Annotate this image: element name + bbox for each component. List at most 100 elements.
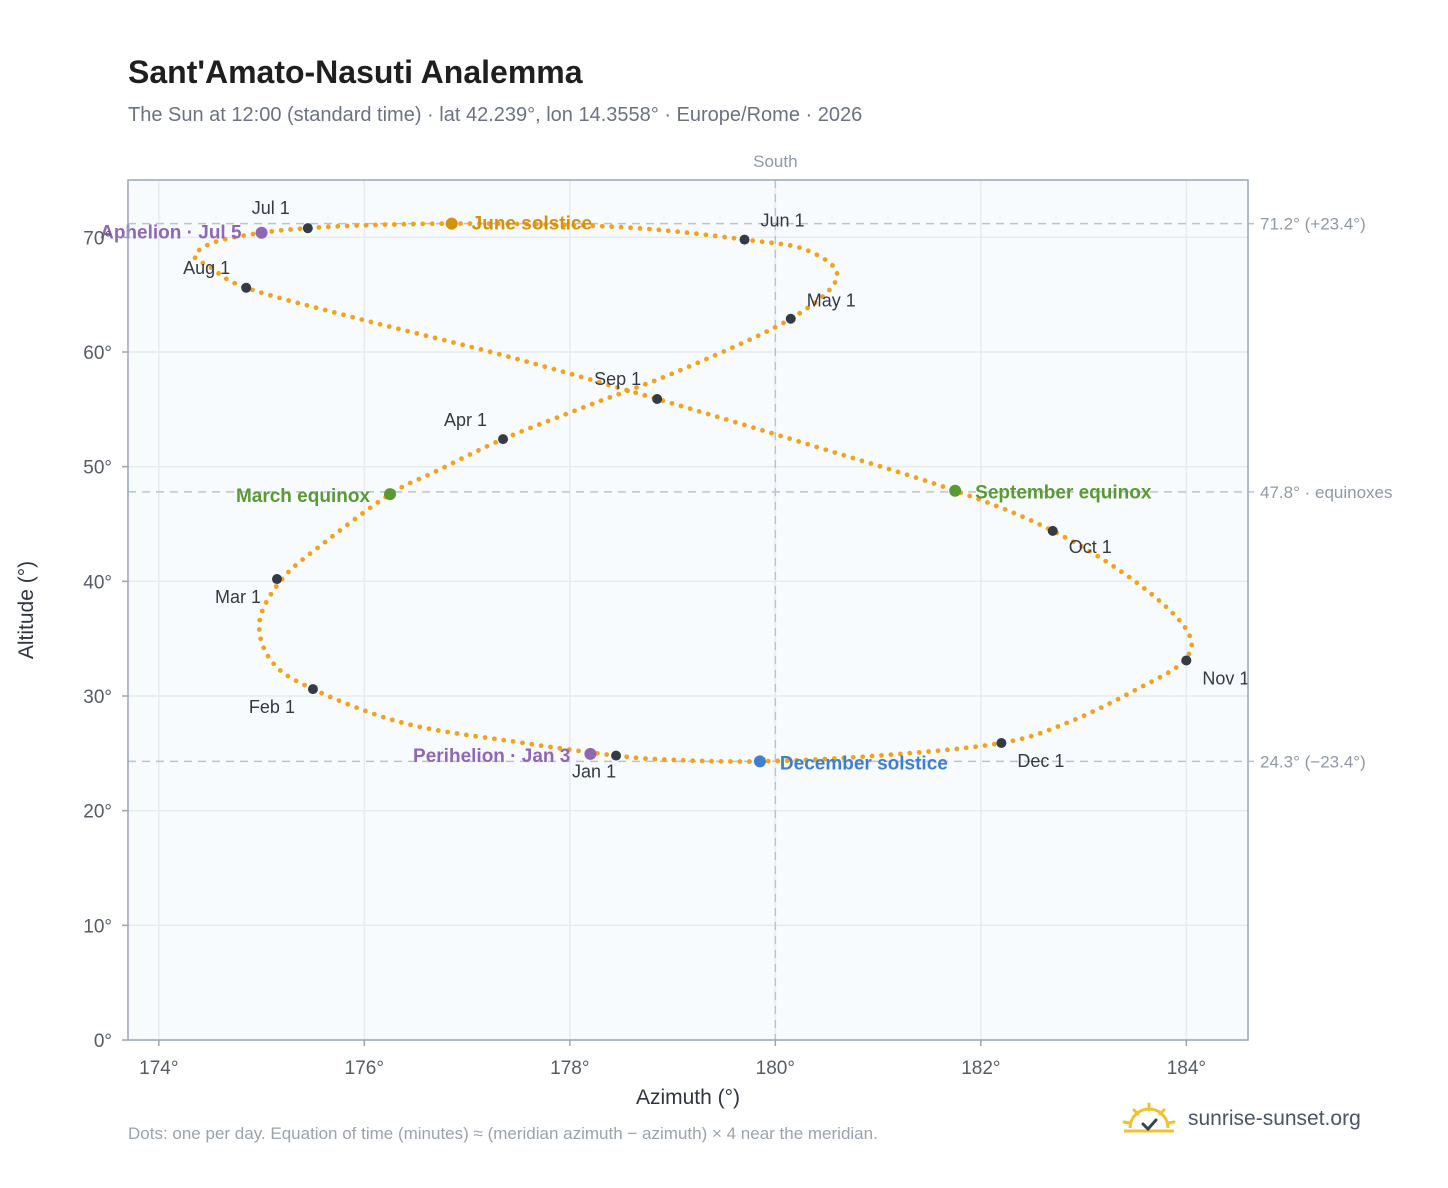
daily-dot bbox=[528, 425, 533, 431]
daily-dot bbox=[216, 271, 221, 276]
daily-dot bbox=[524, 221, 530, 227]
daily-dot bbox=[712, 233, 718, 239]
month-marker bbox=[498, 434, 509, 445]
daily-dot bbox=[1115, 696, 1121, 702]
daily-dot bbox=[976, 496, 981, 502]
daily-dot bbox=[363, 222, 369, 228]
daily-dot bbox=[505, 354, 511, 360]
daily-dot bbox=[382, 222, 388, 228]
daily-dot bbox=[787, 243, 793, 248]
daily-dot bbox=[741, 422, 747, 428]
daily-dot bbox=[460, 342, 466, 348]
daily-dot bbox=[888, 752, 894, 758]
daily-dot bbox=[765, 758, 771, 764]
daily-dot bbox=[360, 511, 365, 516]
daily-dot bbox=[1062, 534, 1068, 540]
daily-dot bbox=[286, 569, 291, 575]
daily-dot bbox=[812, 300, 818, 305]
daily-dot bbox=[822, 257, 828, 262]
month-label: Nov 1 bbox=[1202, 668, 1249, 688]
daily-dot bbox=[566, 747, 572, 753]
daily-dot bbox=[678, 403, 684, 409]
daily-dot bbox=[886, 466, 892, 472]
daily-dot bbox=[408, 722, 413, 728]
daily-dot bbox=[775, 758, 781, 764]
daily-dot bbox=[505, 221, 511, 227]
daily-dot bbox=[327, 694, 333, 700]
daily-dot bbox=[441, 337, 447, 343]
daily-dot bbox=[634, 385, 639, 390]
daily-dot bbox=[491, 736, 497, 742]
daily-dot bbox=[259, 608, 265, 614]
daily-dot bbox=[940, 484, 946, 489]
daily-dot bbox=[313, 305, 319, 311]
y-tick-label: 40° bbox=[83, 572, 112, 593]
daily-dot bbox=[680, 757, 686, 763]
month-label: Aug 1 bbox=[183, 258, 230, 278]
x-tick-label: 176° bbox=[345, 1058, 384, 1079]
daily-dot bbox=[1064, 720, 1070, 726]
daily-dot bbox=[1156, 597, 1162, 603]
daily-dot bbox=[1095, 553, 1101, 559]
daily-dot bbox=[297, 226, 303, 232]
x-axis-label: Azimuth (°) bbox=[636, 1086, 740, 1109]
daily-dot bbox=[560, 369, 566, 375]
daily-dot bbox=[510, 432, 516, 438]
daily-dot bbox=[256, 627, 262, 632]
daily-dot bbox=[794, 757, 799, 763]
daily-dot bbox=[396, 326, 401, 332]
daily-dot bbox=[954, 746, 960, 752]
daily-dot bbox=[814, 252, 820, 258]
event-marker bbox=[753, 755, 766, 768]
daily-dot bbox=[578, 374, 584, 380]
daily-dot bbox=[277, 668, 283, 673]
daily-dot bbox=[322, 539, 328, 545]
daily-dot bbox=[656, 227, 662, 233]
daily-dot bbox=[316, 225, 322, 230]
daily-dot bbox=[1011, 510, 1017, 516]
daily-dot bbox=[571, 222, 577, 228]
daily-dot bbox=[454, 731, 460, 736]
daily-dot bbox=[319, 690, 325, 696]
daily-dot bbox=[258, 290, 264, 296]
x-tick-label: 178° bbox=[550, 1058, 589, 1079]
daily-dot bbox=[1124, 692, 1129, 698]
brand-logo[interactable]: sunrise-sunset.org bbox=[1120, 1102, 1361, 1136]
daily-dot bbox=[945, 747, 950, 753]
daily-dot bbox=[302, 682, 307, 688]
daily-dot bbox=[277, 295, 282, 301]
event-marker bbox=[384, 488, 397, 501]
daily-dot bbox=[380, 714, 386, 720]
x-tick-label: 184° bbox=[1167, 1058, 1206, 1079]
chart-subtitle: The Sun at 12:00 (standard time) · lat 4… bbox=[128, 104, 863, 126]
daily-dot bbox=[486, 221, 492, 227]
month-marker bbox=[785, 313, 796, 324]
daily-dot bbox=[963, 745, 969, 751]
month-label: Jun 1 bbox=[761, 211, 805, 231]
daily-dot bbox=[458, 221, 463, 226]
daily-dot bbox=[665, 228, 671, 234]
daily-dot bbox=[467, 452, 473, 457]
daily-dot bbox=[1046, 727, 1052, 733]
daily-dot bbox=[268, 591, 274, 597]
y-tick-label: 30° bbox=[83, 687, 112, 708]
daily-dot bbox=[709, 758, 714, 764]
daily-dot bbox=[213, 239, 219, 245]
daily-dot bbox=[1002, 506, 1008, 512]
daily-dot bbox=[192, 255, 198, 261]
month-marker bbox=[271, 574, 282, 585]
daily-dot bbox=[545, 418, 551, 424]
daily-dot bbox=[1055, 724, 1061, 729]
daily-dot bbox=[432, 335, 438, 341]
month-marker bbox=[739, 234, 750, 245]
daily-dot bbox=[834, 271, 840, 276]
daily-dot bbox=[1028, 733, 1034, 739]
daily-dot bbox=[345, 701, 351, 707]
y-tick-label: 50° bbox=[83, 458, 112, 479]
daily-dot bbox=[850, 455, 856, 461]
daily-dot bbox=[642, 392, 648, 398]
daily-dot bbox=[967, 493, 973, 499]
daily-dot bbox=[587, 377, 593, 382]
daily-dot bbox=[496, 351, 502, 357]
daily-dot bbox=[772, 324, 778, 330]
